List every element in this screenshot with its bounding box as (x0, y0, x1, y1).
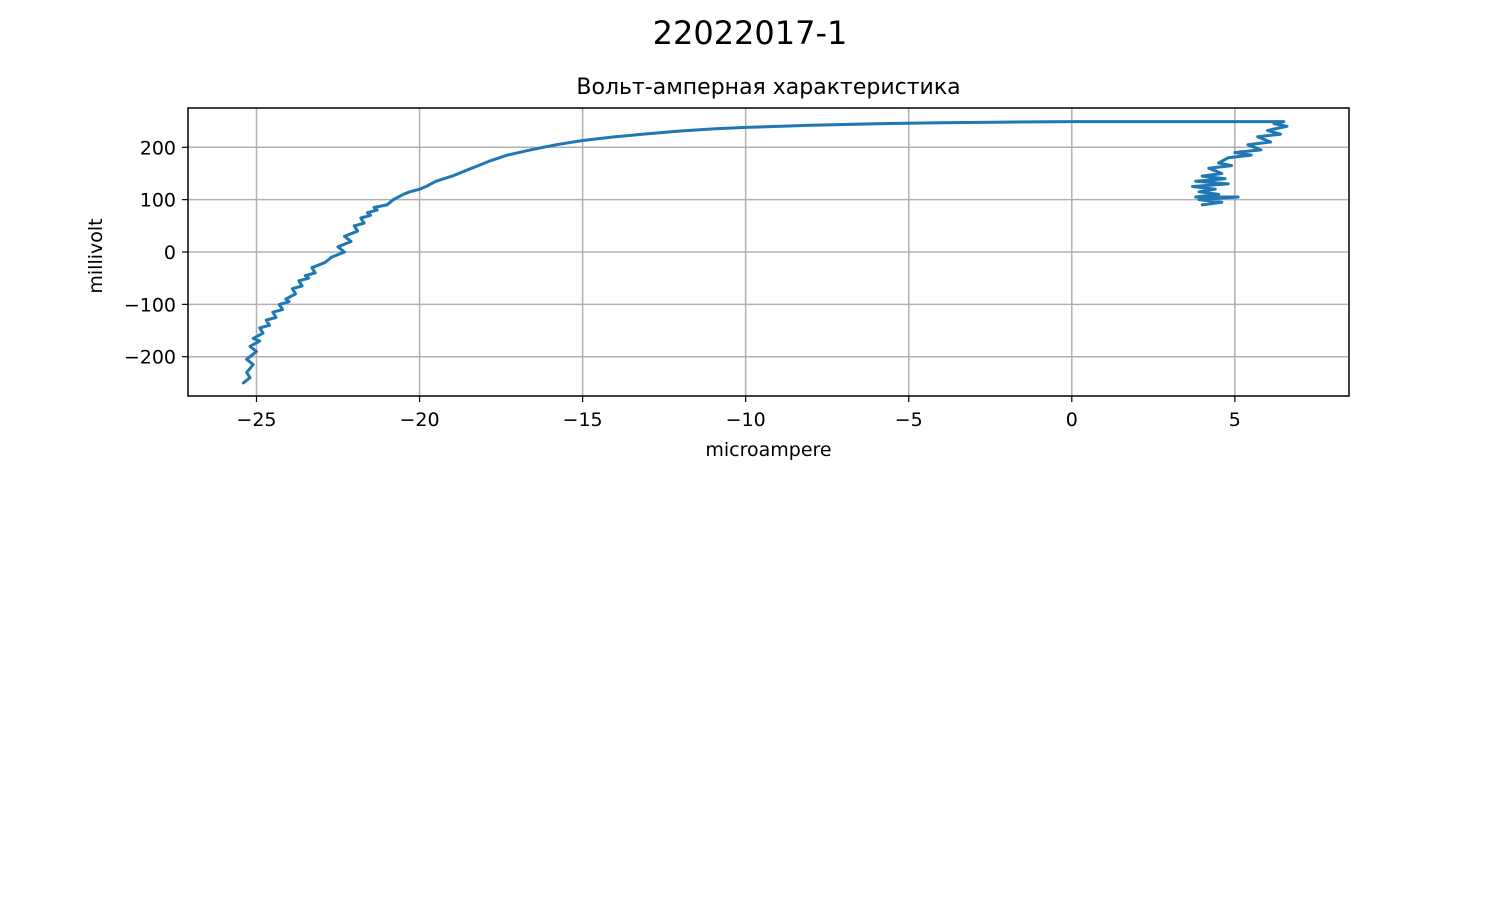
y-axis-label: millivolt (85, 218, 107, 293)
y-tick-label: −200 (124, 347, 176, 369)
y-tick-label: 100 (140, 190, 176, 212)
x-ticks: −25 −20 −15 −10 −5 0 5 (236, 396, 1241, 431)
y-grid (188, 146, 1349, 358)
y-tick-label: 0 (164, 242, 176, 264)
x-tick-label: −5 (895, 409, 923, 431)
x-axis-label: microampere (705, 439, 831, 461)
series-line-0 (241, 120, 1289, 385)
x-tick-label: 5 (1229, 409, 1241, 431)
x-tick-label: 0 (1066, 409, 1078, 431)
x-tick-label: −20 (399, 409, 439, 431)
x-tick-label: −25 (236, 409, 276, 431)
plot-area (241, 120, 1289, 385)
x-tick-label: −10 (726, 409, 766, 431)
x-tick-label: −15 (563, 409, 603, 431)
y-ticks: −200 −100 0 100 200 (124, 137, 188, 369)
y-tick-label: 200 (140, 137, 176, 159)
y-tick-label: −100 (124, 294, 176, 316)
chart-title: Вольт-амперная характеристика (576, 75, 960, 100)
figure-suptitle: 22022017-1 (653, 14, 848, 52)
